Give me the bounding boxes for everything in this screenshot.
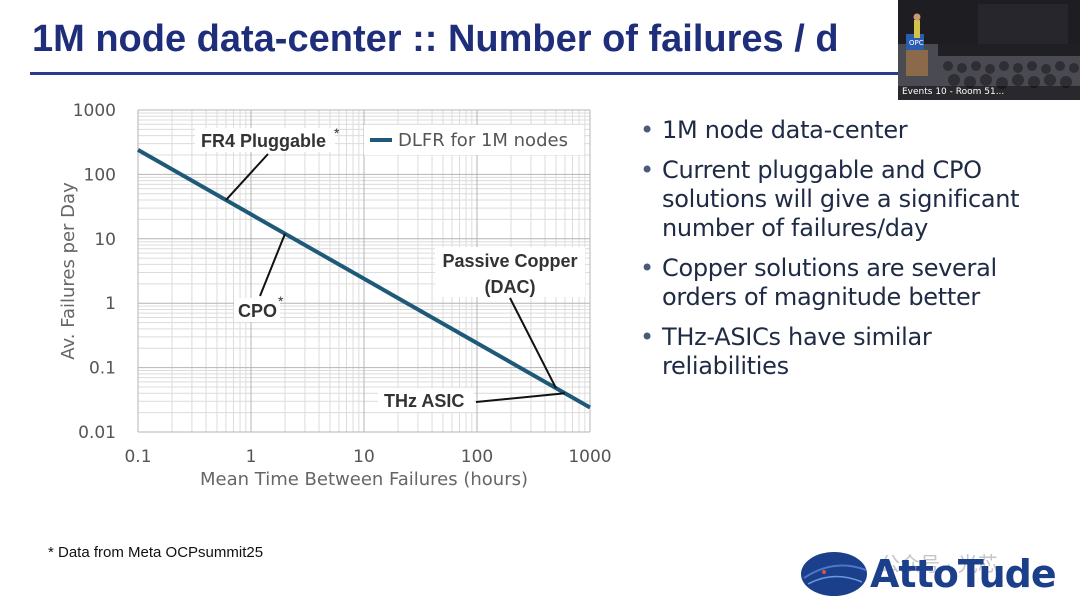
bullet-text: Current pluggable and CPO solutions will… — [662, 156, 1020, 242]
speaker-video-thumbnail[interactable]: OPC Events 10 - Room 51... — [898, 0, 1080, 100]
slide-title: 1M node data-center :: Number of failure… — [32, 18, 839, 60]
x-tick-label: 10 — [353, 447, 375, 467]
bullet-list: • 1M node data-center • Current pluggable … — [640, 116, 1060, 392]
footnote: * Data from Meta OCPsummit25 — [48, 544, 264, 561]
bullet-item: • Copper solutions are several orders of … — [640, 254, 1060, 312]
logo-text: AttoTude — [870, 552, 1057, 596]
annotation-dac-leader — [509, 297, 557, 389]
bullet-item: • Current pluggable and CPO solutions wil… — [640, 156, 1060, 243]
bullet-dot-icon: • — [640, 323, 654, 351]
annotation-cpo-star: * — [278, 293, 284, 309]
video-room-label: Events 10 - Room 51... — [902, 87, 1005, 97]
annotation-thz-leader — [475, 392, 566, 403]
legend-box — [364, 125, 584, 155]
title-divider — [30, 72, 910, 75]
conference-room-image: OPC — [898, 0, 1080, 100]
annotation-fr4-leader — [225, 153, 269, 201]
logo-globe-icon — [801, 552, 867, 596]
bullet-dot-icon: • — [640, 156, 654, 184]
annotation-bg — [234, 298, 280, 322]
annotation-fr4-star: * — [334, 125, 340, 141]
annotation-dac-sublabel: (DAC) — [485, 277, 536, 297]
svg-text:OPC: OPC — [909, 39, 924, 47]
bullet-dot-icon: • — [640, 254, 654, 282]
y-axis-label: Av. Failures per Day — [58, 182, 79, 360]
annotation-bg — [195, 128, 335, 152]
bullet-text: 1M node data-center — [662, 116, 908, 144]
bullet-text: THz-ASICs have similar reliabilities — [662, 323, 932, 380]
bullet-item: • 1M node data-center — [640, 116, 1060, 145]
series-line-dlfr — [137, 148, 591, 410]
annotation-bg — [378, 388, 474, 412]
y-tick-label: 1 — [105, 294, 116, 314]
annotation-thz-label: THz ASIC — [384, 391, 464, 411]
failures-chart: 0.1 1 10 100 1000 1000 100 10 1 0.1 0.01 Mean Time … — [58, 101, 612, 490]
watermark: 公众号 · 光芯 — [880, 554, 998, 576]
y-tick-label: 1000 — [73, 101, 116, 121]
y-tick-label: 10 — [94, 230, 116, 250]
x-tick-label: 100 — [461, 447, 493, 467]
annotation-cpo-leader — [259, 233, 286, 297]
bullet-text: Copper solutions are several orders of m… — [662, 254, 997, 311]
annotation-fr4-label: FR4 Pluggable — [201, 131, 326, 151]
legend-label: DLFR for 1M nodes — [398, 130, 568, 151]
x-tick-label: 0.1 — [124, 447, 151, 467]
annotation-dac-label: Passive Copper — [442, 251, 577, 271]
x-tick-label: 1000 — [568, 447, 611, 467]
x-tick-label: 1 — [246, 447, 257, 467]
bullet-item: • THz-ASICs have similar reliabilities — [640, 323, 1060, 381]
annotation-cpo-label: CPO — [238, 301, 277, 321]
x-axis-label: Mean Time Between Failures (hours) — [200, 469, 528, 490]
bullet-dot-icon: • — [640, 116, 654, 144]
attotude-logo: AttoTude — [800, 548, 1060, 600]
y-tick-label: 0.01 — [78, 423, 116, 443]
y-tick-label: 0.1 — [89, 359, 116, 379]
annotation-bg — [435, 247, 585, 297]
y-tick-label: 100 — [84, 165, 116, 185]
